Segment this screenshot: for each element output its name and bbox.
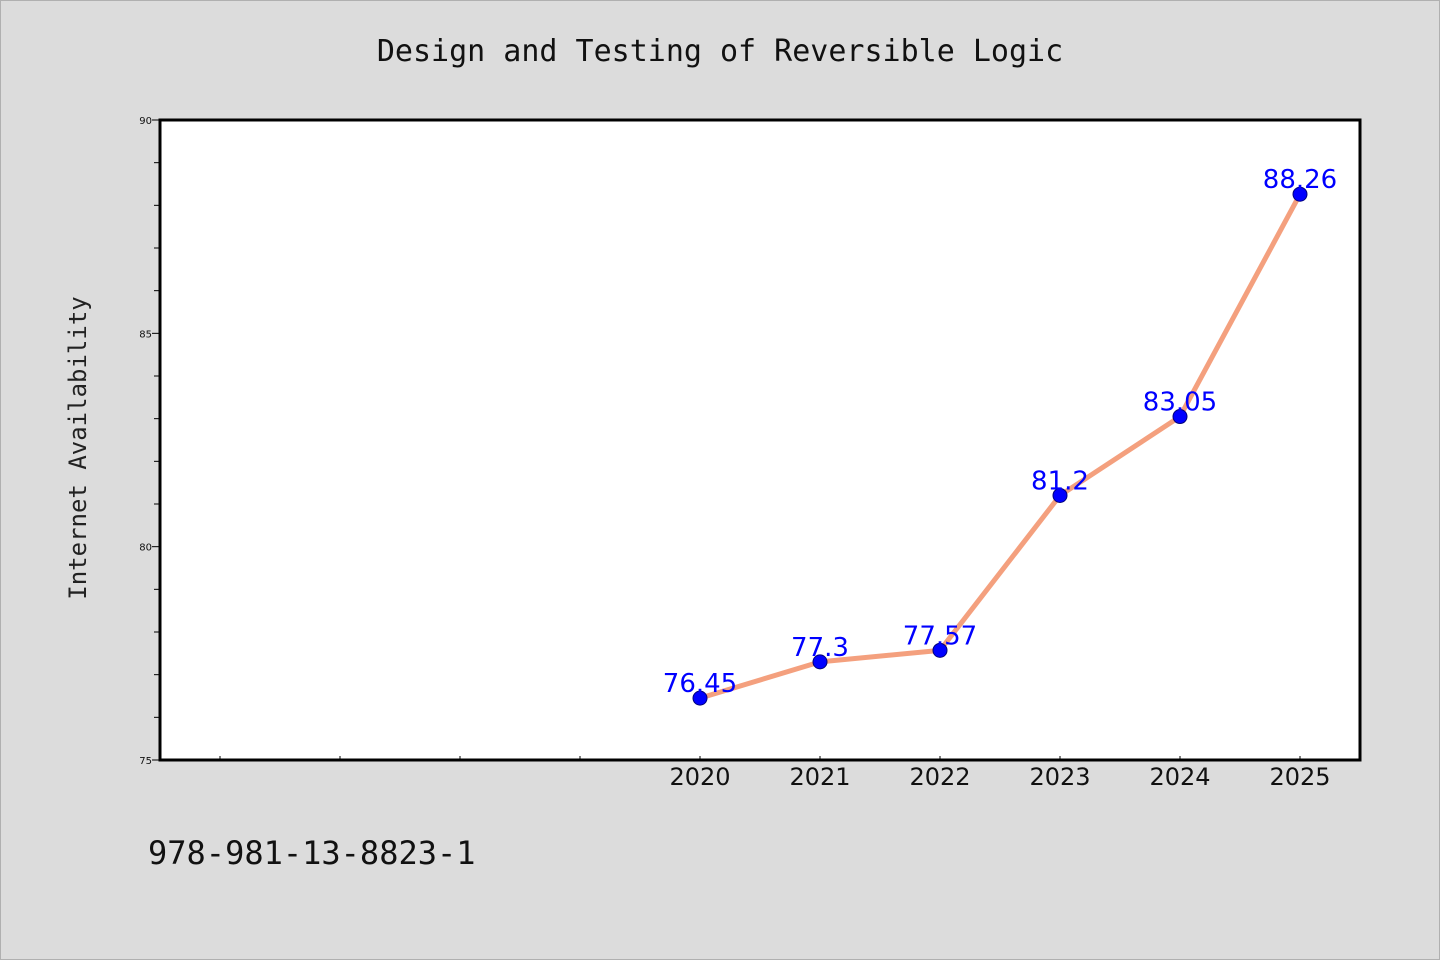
x-tick-label: 2021 [789,763,850,791]
x-tick-label: 2020 [669,763,730,791]
y-tick-label: 80 [139,543,152,554]
x-tick-label: 2024 [1149,763,1210,791]
data-point [1292,186,1308,202]
data-point [1052,487,1068,503]
x-tick-label: 2025 [1269,763,1330,791]
data-label: 83.05 [1143,388,1217,418]
chart-title: Design and Testing of Reversible Logic [376,34,1064,69]
x-tick-label: 2022 [909,763,970,791]
x-tick-label: 2023 [1029,763,1090,791]
data-point [692,690,708,706]
plot-area [158,118,1362,762]
series-layer [697,191,1303,701]
data-label: 76.45 [663,669,737,699]
data-label: 81.2 [1031,466,1089,496]
data-labels-layer: 76.45 77.3 77.57 81.2 83.05 88.26 [663,165,1337,699]
y-tick-label: 85 [139,329,152,340]
points-layer [692,186,1308,706]
data-label: 88.26 [1263,165,1337,195]
isbn-footer: 978-981-13-8823-1 [148,834,476,872]
data-point [1172,409,1188,425]
data-label: 77.3 [791,633,849,663]
data-point [812,654,828,670]
data-label: 77.57 [903,621,977,651]
y-axis: 75 80 85 90 [139,116,160,767]
x-axis: 2020 2021 2022 2023 2024 2025 [219,756,1331,791]
data-point [932,642,948,658]
y-tick-label: 75 [139,756,152,767]
y-tick-label: 90 [139,116,152,127]
series-line [697,191,1303,701]
